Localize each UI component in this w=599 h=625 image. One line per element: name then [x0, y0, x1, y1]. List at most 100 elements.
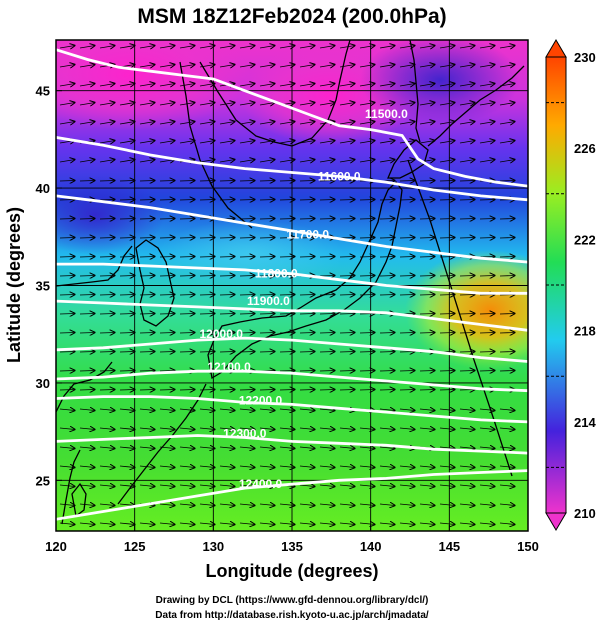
wind-arrow [119, 141, 135, 144]
wind-arrow [499, 466, 515, 468]
wind-arrow [419, 409, 435, 411]
wind-arrow [179, 409, 195, 411]
wind-arrow [459, 485, 475, 487]
wind-arrow [139, 46, 155, 49]
wind-arrow [179, 219, 195, 220]
wind-arrow [219, 276, 235, 277]
wind-arrow [139, 257, 155, 258]
wind-arrow [119, 352, 135, 353]
wind-arrow [199, 504, 215, 506]
wind-arrow [99, 238, 115, 239]
wind-arrow [219, 485, 235, 487]
wind-arrow [339, 466, 355, 468]
wind-arrow [439, 65, 455, 68]
wind-arrow [359, 238, 375, 239]
wind-arrow [339, 122, 355, 125]
wind-arrow [419, 122, 435, 125]
wind-arrow [499, 523, 515, 525]
wind-arrow [459, 371, 475, 372]
wind-arrow [59, 295, 75, 296]
wind-arrow [239, 333, 255, 334]
wind-arrow [459, 352, 475, 353]
wind-arrow [299, 257, 315, 258]
wind-arrow [219, 46, 235, 49]
wind-arrow [359, 46, 375, 49]
wind-arrow [459, 65, 475, 68]
wind-arrow [179, 485, 195, 487]
wind-arrow [279, 390, 295, 391]
height-contours [56, 48, 528, 521]
wind-arrow [259, 523, 275, 525]
wind-arrow [379, 466, 395, 468]
wind-arrow [479, 141, 495, 144]
wind-arrow [179, 504, 195, 506]
wind-arrow [179, 314, 195, 315]
wind-arrow [79, 160, 95, 163]
cold-core-west [56, 175, 165, 255]
wind-arrow [379, 103, 395, 106]
wind-arrow [119, 200, 135, 201]
wind-arrow [299, 160, 315, 163]
wind-arrow [359, 523, 375, 525]
wind-arrow [459, 390, 475, 391]
wind-arrow [199, 485, 215, 487]
wind-arrow [479, 276, 495, 277]
wind-arrow [499, 333, 515, 334]
x-tick-label-125: 125 [124, 539, 146, 554]
wind-arrow [279, 276, 295, 277]
warm-anomaly [405, 250, 528, 370]
colorbar-tick-label-226: 226 [574, 141, 596, 156]
wind-arrow [159, 352, 175, 353]
wind-arrow [59, 276, 75, 277]
wind-arrow [239, 219, 255, 220]
boundary-line [407, 159, 513, 477]
wind-arrow [79, 219, 95, 220]
wind-arrow [419, 314, 435, 315]
wind-arrow [159, 200, 175, 201]
wind-arrow [399, 46, 415, 49]
wind-arrow [59, 46, 75, 49]
wind-arrow [119, 523, 135, 525]
wind-arrow [379, 219, 395, 220]
wind-arrow [79, 447, 95, 449]
wind-arrow [279, 504, 295, 506]
wind-arrow [59, 219, 75, 220]
wind-arrow [59, 352, 75, 353]
wind-arrow [79, 181, 95, 182]
wind-arrow [239, 141, 255, 144]
wind-arrow [339, 504, 355, 506]
wind-arrow [159, 504, 175, 506]
wind-arrow [199, 466, 215, 468]
wind-arrow [279, 257, 295, 258]
wind-arrow [79, 122, 95, 125]
wind-arrow [419, 257, 435, 258]
wind-arrow [439, 523, 455, 525]
wind-arrow [259, 200, 275, 201]
wind-arrow [259, 65, 275, 68]
wind-arrow [139, 160, 155, 163]
wind-arrow [359, 160, 375, 163]
contour-label-11800: 11800.0 [255, 267, 298, 281]
wind-arrow [119, 84, 135, 87]
wind-arrow [199, 181, 215, 182]
wind-arrow [259, 409, 275, 411]
wind-arrow [339, 219, 355, 220]
wind-arrow [99, 466, 115, 468]
wind-arrow [79, 84, 95, 87]
wind-arrow [339, 200, 355, 201]
wind-arrow [179, 295, 195, 296]
wind-arrow [139, 181, 155, 182]
wind-arrow [399, 390, 415, 391]
wind-arrow [59, 409, 75, 411]
wind-arrow [299, 238, 315, 239]
wind-arrow [279, 65, 295, 68]
wind-arrow [379, 409, 395, 411]
wind-arrow [479, 238, 495, 239]
wind-arrow [259, 84, 275, 87]
contour-label-12000: 12000.0 [200, 327, 244, 341]
wind-arrow [119, 333, 135, 334]
wind-arrow [259, 219, 275, 220]
coastline-sakhalin [409, 40, 421, 143]
wind-arrow [239, 466, 255, 468]
wind-arrow [259, 428, 275, 430]
